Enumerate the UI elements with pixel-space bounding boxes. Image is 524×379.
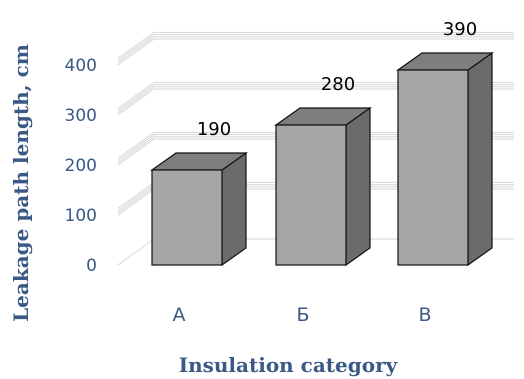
bar-side (221, 151, 247, 267)
x-tick-labels: А Б В (173, 304, 432, 326)
bar-side (345, 106, 371, 267)
gridline (117, 134, 514, 162)
data-label: 280 (321, 74, 355, 95)
gridline (117, 31, 514, 59)
gridline (117, 131, 514, 159)
data-label: 390 (443, 19, 477, 40)
gridline (117, 136, 514, 164)
bar-side (467, 51, 493, 267)
x-tick-label: Б (296, 304, 309, 326)
y-tick-label: 100 (65, 206, 97, 226)
gridlines (117, 31, 514, 266)
gridline (117, 84, 514, 112)
bar (150, 151, 248, 267)
gridline (117, 38, 514, 66)
x-axis-title: Insulation category (179, 353, 399, 377)
x-tick-label: В (418, 304, 431, 326)
y-axis-title: Leakage path length, cm (9, 44, 33, 322)
bar (396, 51, 494, 267)
gridline (117, 88, 514, 116)
bar-front (397, 69, 469, 266)
gridline (117, 36, 514, 64)
bar-front (151, 169, 223, 266)
bar (274, 106, 372, 267)
data-label: 190 (197, 119, 231, 140)
y-tick-label: 200 (65, 156, 97, 176)
bars (150, 51, 494, 267)
gridline (117, 86, 514, 114)
y-tick-labels: 0 100 200 300 400 (65, 56, 97, 276)
gridline (117, 81, 514, 109)
gridline (117, 138, 514, 166)
y-tick-label: 0 (86, 256, 97, 276)
gridline (117, 34, 514, 62)
x-tick-label: А (173, 304, 186, 326)
data-labels: 190 280 390 (197, 19, 477, 140)
y-tick-label: 400 (65, 56, 97, 76)
bar-front (275, 124, 347, 266)
y-tick-label: 300 (65, 106, 97, 126)
